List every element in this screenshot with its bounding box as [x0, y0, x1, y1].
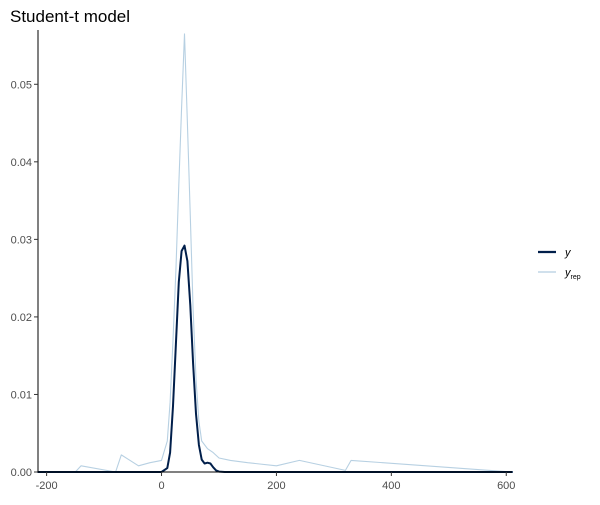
y-tick-label: 0.05	[11, 79, 32, 91]
x-tick-label: 200	[267, 480, 285, 492]
y-tick-label: 0.00	[11, 467, 32, 479]
y-tick-label: 0.01	[11, 389, 32, 401]
chart-title: Student-t model	[10, 7, 130, 26]
legend-label-rep: yrep	[564, 267, 581, 281]
legend-label-y: y	[564, 247, 572, 259]
plot-area: -200 0 200 400 600 0.00 0.01 0.02 0.03 0.04 0.05	[11, 30, 515, 492]
x-tick-label: 600	[497, 480, 515, 492]
legend-label-main: y	[564, 267, 572, 279]
legend-label-main: y	[564, 247, 572, 259]
series-line-y-rep	[37, 33, 513, 473]
x-tick-label: 0	[158, 480, 164, 492]
y-tick-label: 0.04	[11, 157, 32, 169]
x-tick-label: 400	[382, 480, 400, 492]
x-tick-label: -200	[36, 480, 58, 492]
legend-label-subscript: rep	[571, 274, 581, 281]
series-line-y	[37, 244, 513, 473]
y-tick-label: 0.02	[11, 312, 32, 324]
y-tick-label: 0.03	[11, 234, 32, 246]
